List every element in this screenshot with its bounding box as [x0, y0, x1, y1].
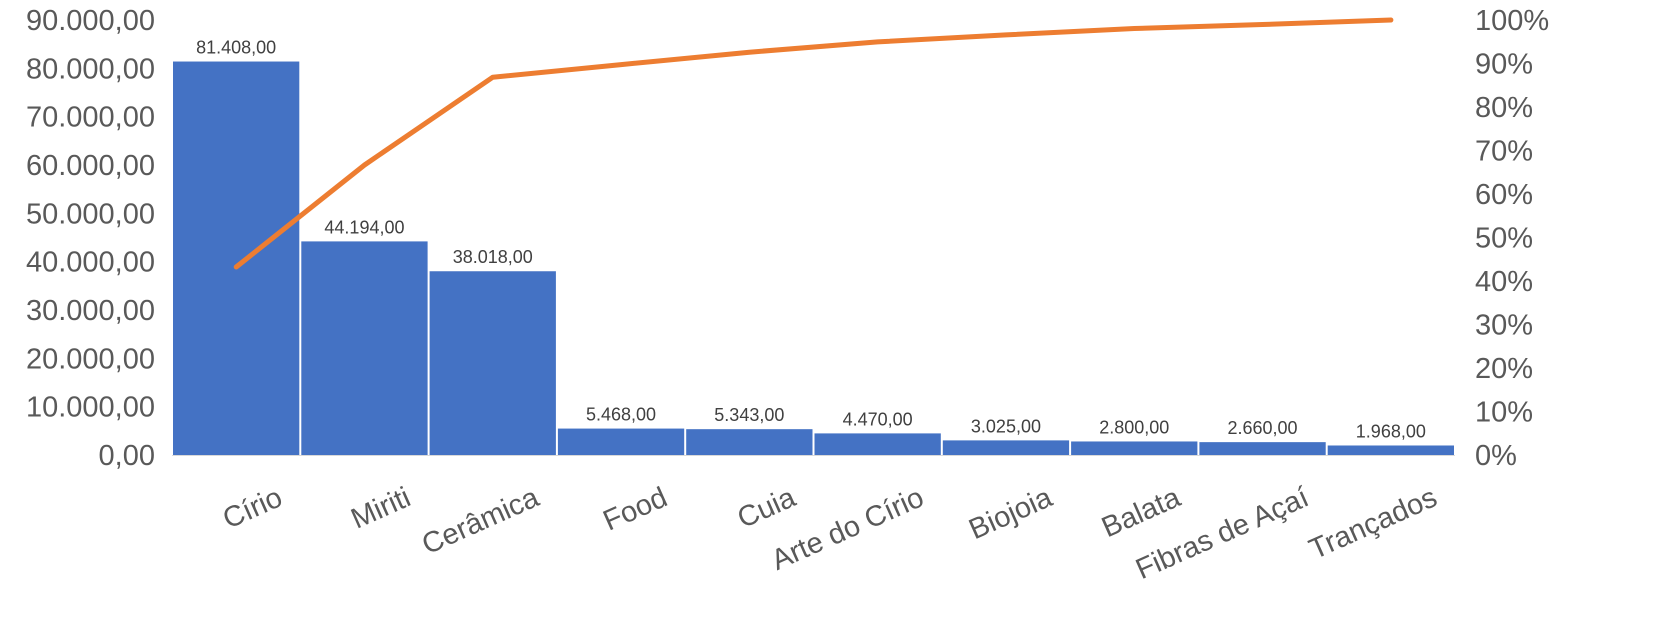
right-axis-tick-label: 70% — [1475, 136, 1533, 168]
bar-data-label: 5.343,00 — [714, 405, 784, 425]
category-label-miriti: Miriti — [347, 481, 416, 535]
left-axis: 0,00 10.000,00 20.000,00 30.000,00 40.000,00… — [26, 5, 155, 472]
bar-balata — [1071, 441, 1197, 455]
bar-biojoia — [943, 440, 1069, 455]
right-axis-tick-label: 40% — [1475, 266, 1533, 298]
cumulative-percentage-line — [236, 20, 1391, 267]
left-axis-tick-label: 50.000,00 — [26, 198, 155, 230]
category-label-cuia: Cuia — [733, 481, 801, 535]
category-label-cirio: Círio — [218, 481, 287, 535]
category-label-food: Food — [599, 481, 672, 537]
bar-ceramica — [430, 271, 556, 455]
category-label-balata: Balata — [1097, 481, 1186, 544]
bar-trancados — [1328, 445, 1454, 455]
right-axis-tick-label: 60% — [1475, 179, 1533, 211]
left-axis-tick-label: 80.000,00 — [26, 53, 155, 85]
bar-data-label: 38.018,00 — [453, 247, 533, 267]
right-axis: 0% 10% 20% 30% 40% 50% 60% 70% 80% 90% 100% — [1475, 5, 1549, 472]
bar-data-label: 2.660,00 — [1228, 418, 1298, 438]
left-axis-tick-label: 10.000,00 — [26, 392, 155, 424]
right-axis-tick-label: 80% — [1475, 92, 1533, 124]
category-label-ceramica: Cerâmica — [417, 481, 544, 561]
bar-data-label: 44.194,00 — [324, 217, 404, 237]
bar-series — [172, 62, 1455, 456]
right-axis-tick-label: 20% — [1475, 353, 1533, 385]
bar-arte-do-cirio — [815, 433, 941, 455]
bar-cirio — [173, 62, 299, 455]
bar-cuia — [686, 429, 812, 455]
category-label-biojoia: Biojoia — [964, 481, 1057, 546]
right-axis-tick-label: 90% — [1475, 49, 1533, 81]
bar-fibras-de-acai — [1199, 442, 1325, 455]
bar-data-label: 81.408,00 — [196, 38, 276, 58]
right-axis-tick-label: 30% — [1475, 310, 1533, 342]
bar-data-label: 5.468,00 — [586, 405, 656, 425]
left-axis-tick-label: 90.000,00 — [26, 5, 155, 37]
left-axis-tick-label: 20.000,00 — [26, 343, 155, 375]
left-axis-tick-label: 40.000,00 — [26, 247, 155, 279]
bar-data-label: 1.968,00 — [1356, 421, 1426, 441]
bar-miriti — [301, 241, 427, 455]
category-label-trancados: Trançados — [1305, 481, 1442, 566]
bar-data-label: 2.800,00 — [1099, 417, 1169, 437]
right-axis-tick-label: 50% — [1475, 223, 1533, 255]
left-axis-tick-label: 70.000,00 — [26, 102, 155, 134]
left-axis-tick-label: 30.000,00 — [26, 295, 155, 327]
bar-data-label: 3.025,00 — [971, 416, 1041, 436]
right-axis-tick-label: 10% — [1475, 397, 1533, 429]
right-axis-tick-label: 100% — [1475, 5, 1549, 37]
left-axis-tick-label: 0,00 — [99, 440, 155, 472]
right-axis-tick-label: 0% — [1475, 440, 1517, 472]
bar-data-label: 4.470,00 — [843, 409, 913, 429]
left-axis-tick-label: 60.000,00 — [26, 150, 155, 182]
cumulative-line-series — [236, 20, 1391, 267]
bar-food — [558, 429, 684, 455]
